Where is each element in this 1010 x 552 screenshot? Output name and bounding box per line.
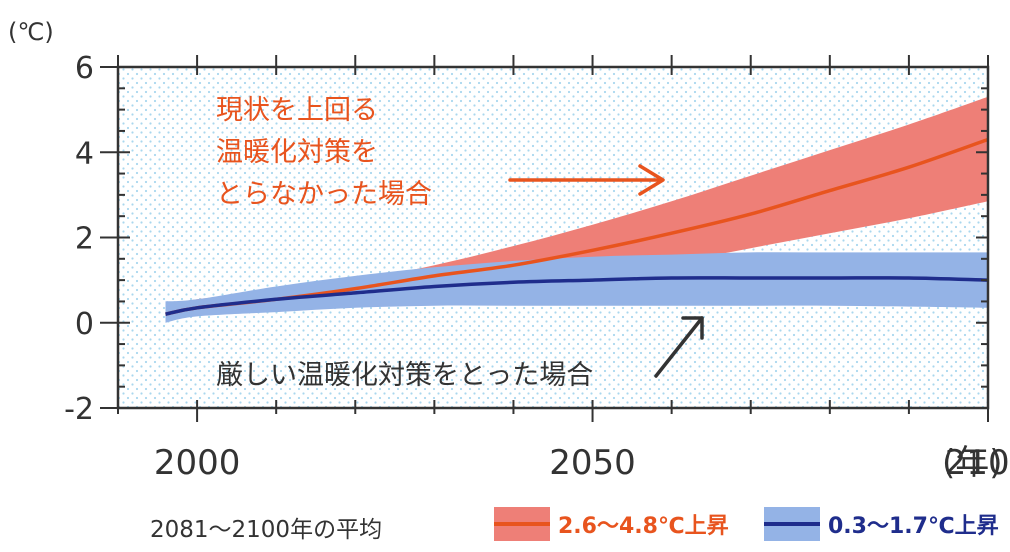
annotation-high-line-3: とらなかった場合	[216, 179, 432, 210]
y-tick-label: 4	[75, 136, 94, 171]
annotation-high: 現状を上回る 温暖化対策を とらなかった場合	[216, 95, 432, 210]
legend-label-low: 0.3～1.7℃上昇	[828, 514, 999, 539]
series-line-low	[165, 276, 989, 316]
temperature-chart: -2 0 2 4 6 2000 2050 2100 (℃) (年) 現状を上回る 温暖化対策を…	[8, 18, 1010, 483]
legend-item-high: 2.6～4.8℃上昇	[494, 506, 729, 542]
legend-caption: 2081～2100年の平均	[150, 517, 383, 543]
legend-item-low: 0.3～1.7℃上昇	[764, 506, 999, 542]
y-tick-label: 0	[75, 307, 94, 342]
arrow-up-right-icon	[654, 316, 704, 378]
y-unit-label: (℃)	[8, 18, 54, 46]
legend-swatch-low	[764, 507, 820, 541]
arrow-right-icon	[508, 164, 665, 196]
band-low	[165, 252, 988, 323]
y-tick-label: 6	[75, 51, 94, 86]
legend-swatch-high	[494, 507, 550, 541]
legend-label-high: 2.6～4.8℃上昇	[558, 514, 729, 539]
x-tick-label: 2050	[549, 443, 636, 483]
x-tick-label: 2100	[945, 443, 1010, 483]
annotation-low: 厳しい温暖化対策をとった場合	[216, 360, 593, 391]
y-tick-label: -2	[64, 392, 94, 427]
x-tick-label: 2000	[154, 443, 241, 483]
x-unit-label: (年)	[942, 443, 1003, 483]
annotation-high-line-2: 温暖化対策を	[216, 137, 378, 168]
annotation-high-line-1: 現状を上回る	[216, 95, 378, 126]
y-tick-label: 2	[75, 222, 94, 257]
